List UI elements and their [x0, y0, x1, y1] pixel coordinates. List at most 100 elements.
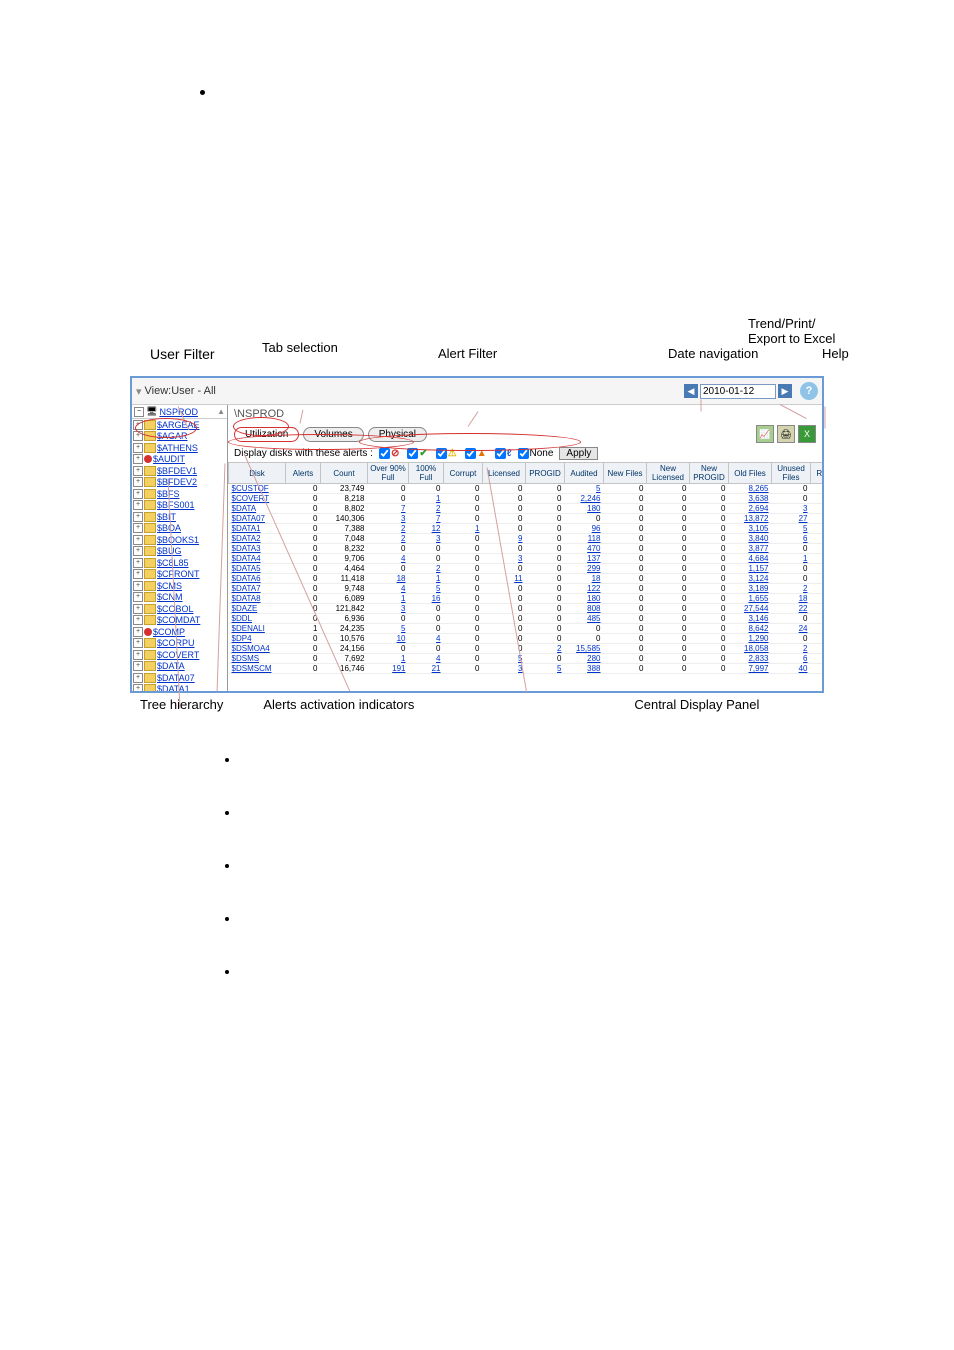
- disk-cell[interactable]: $DSMSCM: [229, 664, 286, 674]
- disk-cell[interactable]: $DENALI: [229, 624, 286, 634]
- tree-item[interactable]: + $CFRONT: [132, 569, 227, 581]
- grid-header[interactable]: Over 90% Full: [368, 463, 409, 484]
- grid-link[interactable]: 180: [587, 594, 600, 603]
- grid-header[interactable]: Count: [321, 463, 368, 484]
- date-prev-button[interactable]: ◀: [684, 384, 698, 398]
- filter-check[interactable]: ✔: [407, 448, 427, 459]
- grid-header[interactable]: Disk: [229, 463, 286, 484]
- grid-link[interactable]: 7: [436, 514, 440, 523]
- expand-icon[interactable]: +: [133, 615, 143, 625]
- tree-item[interactable]: + $AUDIT: [132, 454, 227, 466]
- grid-link[interactable]: 27: [799, 514, 808, 523]
- disk-cell[interactable]: $DATA6: [229, 574, 286, 584]
- grid-link[interactable]: 299: [587, 564, 600, 573]
- grid-link[interactable]: 1,290: [748, 634, 768, 643]
- grid-link[interactable]: 4: [436, 654, 440, 663]
- grid-link[interactable]: 470: [587, 544, 600, 553]
- grid-link[interactable]: 3: [803, 504, 807, 513]
- expand-icon[interactable]: +: [133, 581, 143, 591]
- expand-icon[interactable]: +: [133, 512, 143, 522]
- expand-icon[interactable]: +: [133, 684, 143, 691]
- filter-checkbox[interactable]: [379, 448, 390, 459]
- filter-check[interactable]: ⊘: [379, 448, 399, 459]
- disk-cell[interactable]: $DP4: [229, 634, 286, 644]
- grid-header[interactable]: Alerts: [286, 463, 321, 484]
- expand-icon[interactable]: +: [133, 638, 143, 648]
- tree-item[interactable]: + $DATA: [132, 661, 227, 673]
- grid-link[interactable]: 118: [588, 534, 601, 543]
- grid-link[interactable]: 4: [401, 584, 405, 593]
- grid-link[interactable]: 5: [401, 624, 405, 633]
- grid-link[interactable]: 10: [397, 634, 406, 643]
- grid-link[interactable]: 7,997: [748, 664, 768, 673]
- grid-link[interactable]: 12: [432, 524, 441, 533]
- grid-link[interactable]: 3,877: [748, 544, 768, 553]
- tree-item[interactable]: + $C8L85: [132, 557, 227, 569]
- grid-link[interactable]: 2: [803, 644, 807, 653]
- filter-none-checkbox[interactable]: [518, 448, 529, 459]
- tree-item[interactable]: + $BFDEV2: [132, 477, 227, 489]
- grid-link[interactable]: 180: [587, 504, 600, 513]
- grid-link[interactable]: 1: [401, 654, 405, 663]
- expand-icon[interactable]: +: [133, 569, 143, 579]
- expand-icon[interactable]: +: [133, 673, 143, 683]
- expand-icon[interactable]: +: [133, 604, 143, 614]
- date-input[interactable]: [700, 384, 776, 399]
- grid-link[interactable]: 22: [799, 604, 808, 613]
- grid-link[interactable]: 8,265: [748, 484, 768, 493]
- grid-link[interactable]: 5: [596, 484, 600, 493]
- export-icon[interactable]: 🖨: [777, 425, 795, 443]
- grid-link[interactable]: 191: [392, 664, 405, 673]
- tree-item[interactable]: + $BUG: [132, 546, 227, 558]
- grid-link[interactable]: 1: [475, 524, 479, 533]
- expand-icon[interactable]: +: [133, 477, 143, 487]
- grid-link[interactable]: 388: [587, 664, 600, 673]
- grid-link[interactable]: 2: [401, 524, 405, 533]
- grid-link[interactable]: 3: [401, 604, 405, 613]
- grid-link[interactable]: 5: [436, 584, 440, 593]
- grid-header[interactable]: New PROGID: [690, 463, 729, 484]
- tree-item[interactable]: + $BFDEV1: [132, 465, 227, 477]
- grid-link[interactable]: 2: [401, 534, 405, 543]
- tab-physical[interactable]: Physical: [368, 427, 427, 442]
- tree-item[interactable]: + $CMS: [132, 580, 227, 592]
- grid-header[interactable]: Unused Files: [772, 463, 811, 484]
- grid-header[interactable]: New Files: [604, 463, 647, 484]
- grid-link[interactable]: 2,694: [748, 504, 768, 513]
- help-icon[interactable]: ?: [800, 382, 818, 400]
- grid-link[interactable]: 4: [436, 634, 440, 643]
- grid-link[interactable]: 2,246: [580, 494, 600, 503]
- expand-icon[interactable]: +: [133, 592, 143, 602]
- grid-link[interactable]: 18: [592, 574, 601, 583]
- grid-link[interactable]: 1: [401, 594, 405, 603]
- disk-cell[interactable]: $DATA3: [229, 544, 286, 554]
- expand-icon[interactable]: +: [133, 431, 143, 441]
- grid-link[interactable]: 2: [436, 504, 440, 513]
- grid-link[interactable]: 15,585: [576, 644, 600, 653]
- grid-header[interactable]: Corrupt: [444, 463, 483, 484]
- grid-link[interactable]: 1,157: [748, 564, 768, 573]
- disk-cell[interactable]: $DATA7: [229, 584, 286, 594]
- tree-item[interactable]: + $COMDAT: [132, 615, 227, 627]
- grid-link[interactable]: 2: [803, 584, 807, 593]
- date-next-button[interactable]: ▶: [778, 384, 792, 398]
- grid-header[interactable]: Old Files: [729, 463, 772, 484]
- filter-checkbox[interactable]: [407, 448, 418, 459]
- expand-icon[interactable]: +: [133, 661, 143, 671]
- grid-link[interactable]: 3,124: [748, 574, 768, 583]
- grid-link[interactable]: 2: [436, 564, 440, 573]
- grid-link[interactable]: 4,684: [748, 554, 768, 563]
- disk-cell[interactable]: $DDL: [229, 614, 286, 624]
- tree-item[interactable]: + $CORPU: [132, 638, 227, 650]
- expand-icon[interactable]: +: [133, 523, 143, 533]
- grid-link[interactable]: 8,642: [748, 624, 768, 633]
- grid-link[interactable]: 1: [436, 574, 440, 583]
- tree-item[interactable]: + $BFS001: [132, 500, 227, 512]
- expand-icon[interactable]: +: [133, 650, 143, 660]
- tree-item[interactable]: + $BOOKS1: [132, 534, 227, 546]
- filter-checkbox[interactable]: [436, 448, 447, 459]
- tree-item[interactable]: + $BFS: [132, 488, 227, 500]
- tree-item[interactable]: + $AGAR: [132, 431, 227, 443]
- expand-icon[interactable]: +: [133, 454, 143, 464]
- disk-cell[interactable]: $DSMS: [229, 654, 286, 664]
